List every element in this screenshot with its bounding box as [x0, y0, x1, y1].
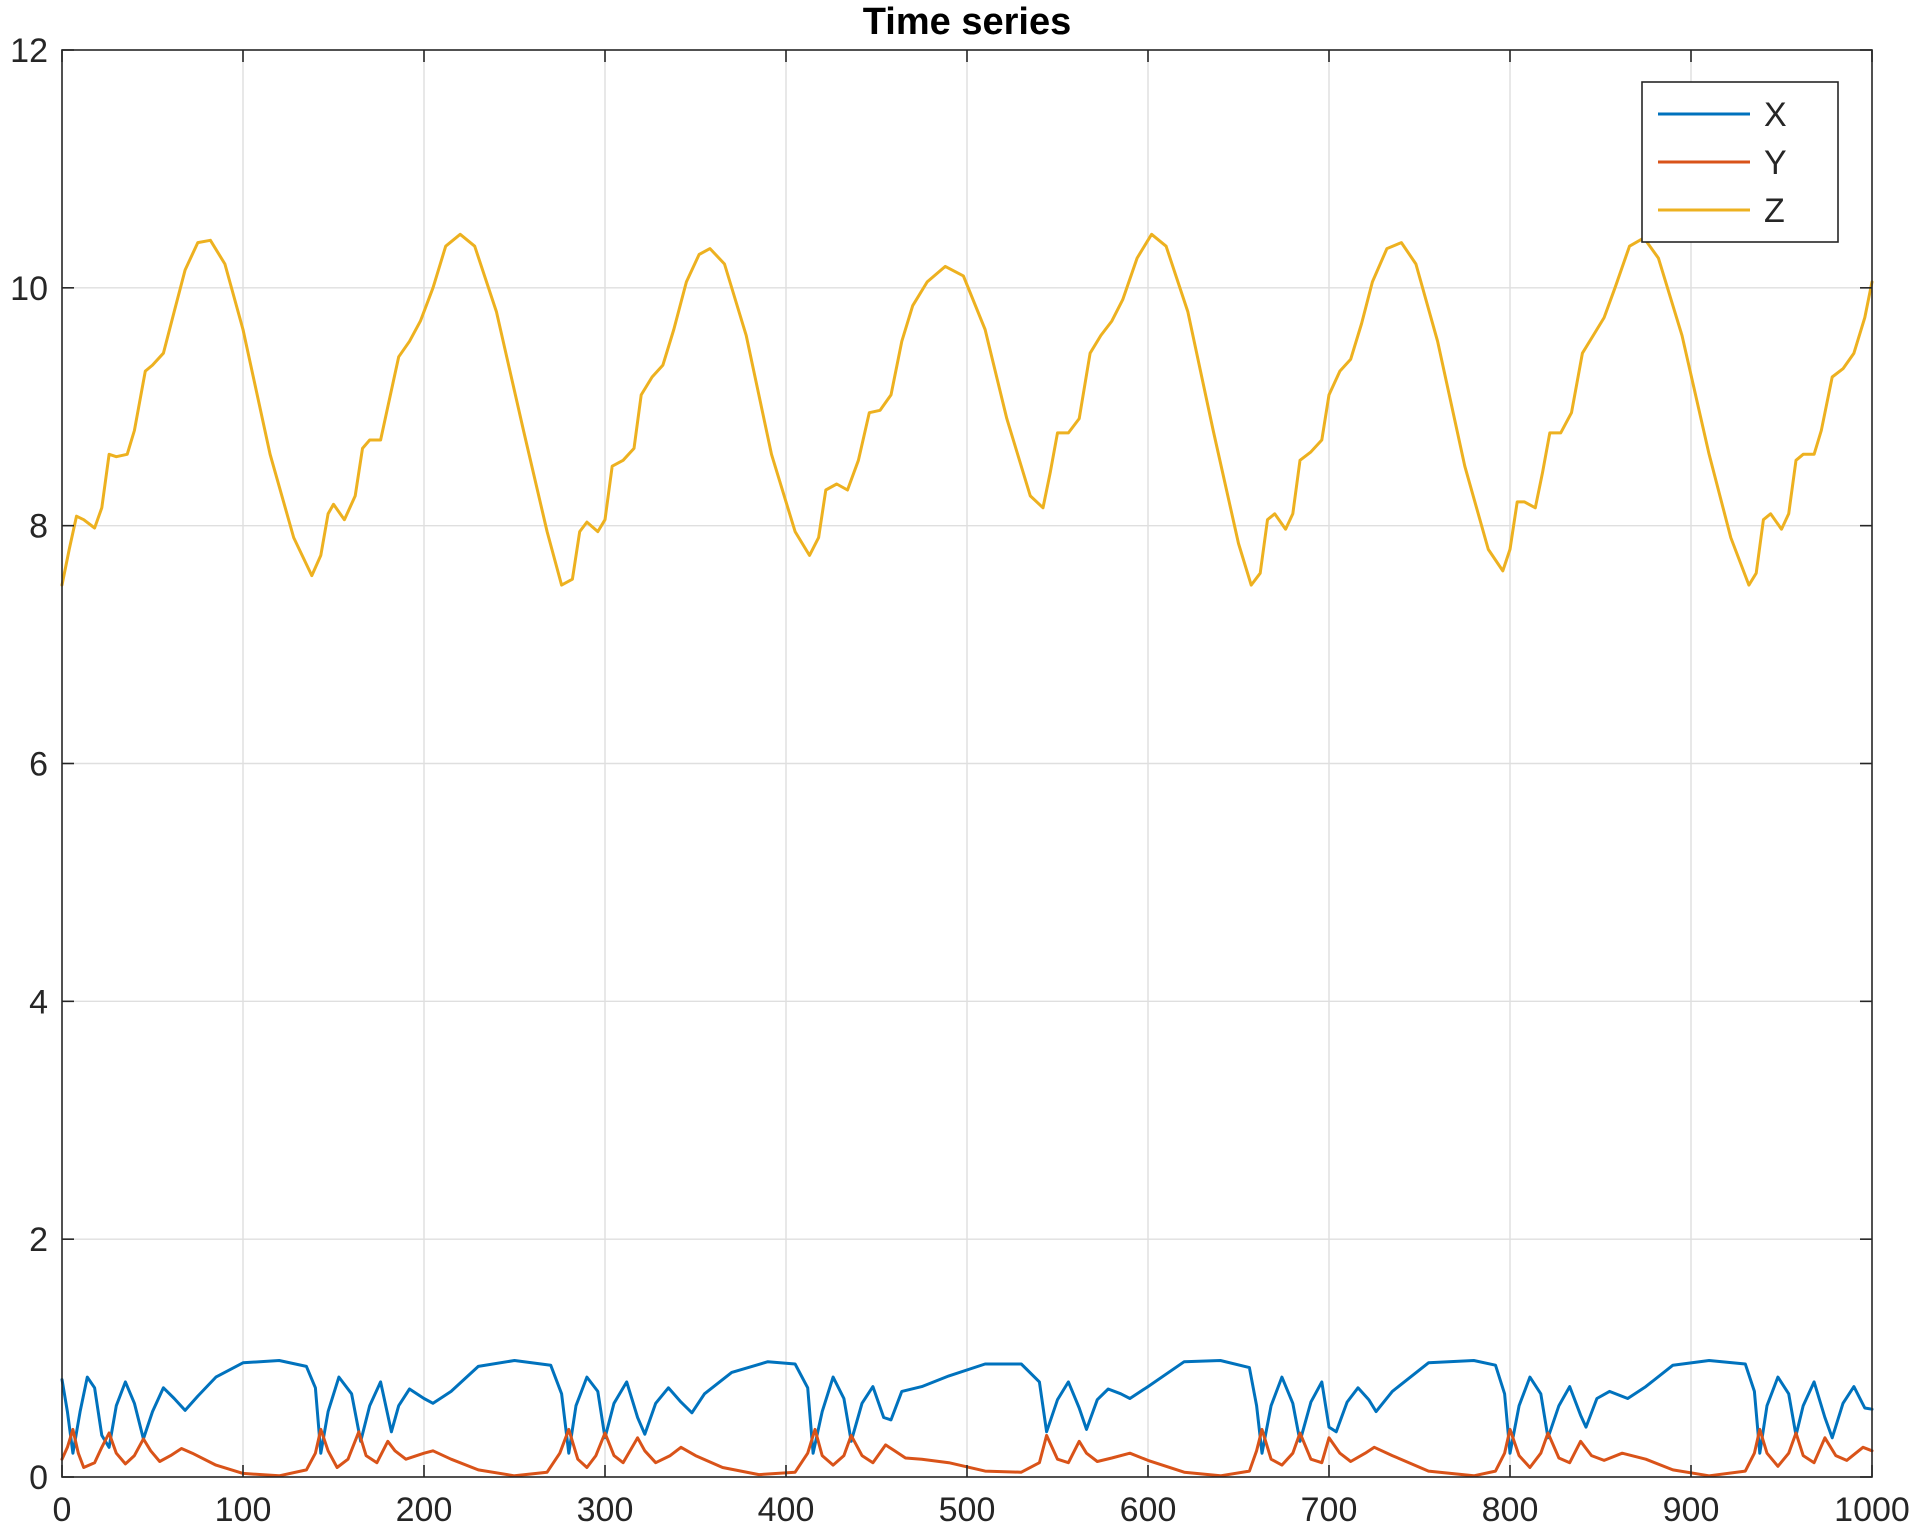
- chart-title: Time series: [863, 1, 1071, 43]
- y-tick-label: 10: [10, 270, 48, 308]
- y-tick-label: 0: [29, 1459, 48, 1497]
- legend-label-y: Y: [1764, 144, 1787, 182]
- y-tick-label: 2: [29, 1221, 48, 1259]
- x-tick-label: 200: [396, 1491, 453, 1529]
- x-tick-label: 600: [1120, 1491, 1177, 1529]
- legend: XYZ: [1641, 81, 1839, 243]
- x-tick-label: 400: [758, 1491, 815, 1529]
- series-line-x: [60, 1359, 1874, 1455]
- axis-ticks: 0 100 200 300 400 500 600 700 800 900 1000 0 2 4 6 8 10 1…: [10, 32, 1910, 1529]
- x-tick-label: 500: [939, 1491, 996, 1529]
- series-line-y: [60, 1427, 1874, 1478]
- legend-label-z: Z: [1764, 192, 1785, 230]
- x-tick-label: 300: [577, 1491, 634, 1529]
- x-tick-label: 900: [1663, 1491, 1720, 1529]
- y-tick-label: 12: [10, 32, 48, 70]
- x-tick-label: 1000: [1834, 1491, 1910, 1529]
- x-tick-label: 100: [215, 1491, 272, 1529]
- y-tick-label: 4: [29, 983, 48, 1021]
- legend-label-x: X: [1764, 96, 1787, 134]
- y-tick-label: 8: [29, 508, 48, 546]
- x-tick-label: 800: [1482, 1491, 1539, 1529]
- plot-series: [60, 232, 1874, 1478]
- series-line-z: [60, 232, 1874, 587]
- x-tick-label: 0: [53, 1491, 72, 1529]
- y-tick-label: 6: [29, 746, 48, 784]
- x-tick-label: 700: [1301, 1491, 1358, 1529]
